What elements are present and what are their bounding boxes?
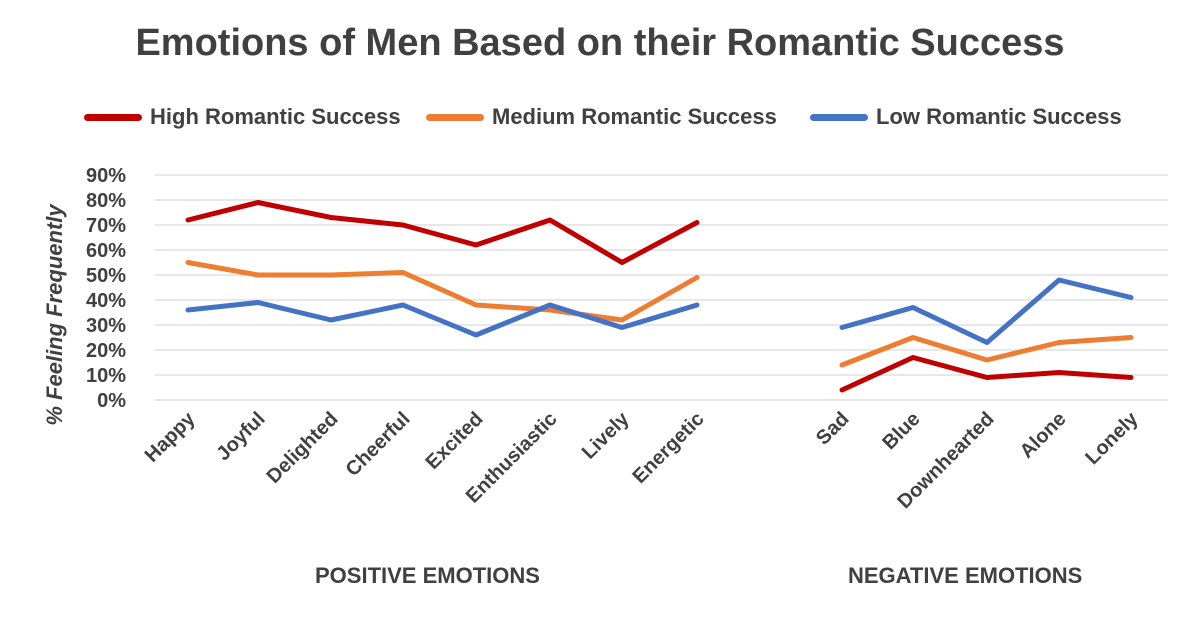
- series-line-2-group-0: [185, 300, 700, 338]
- legend-item-high: High Romantic Success: [84, 100, 401, 134]
- series-line-1-group-0: [185, 260, 700, 323]
- y-tick-label: 0%: [97, 390, 126, 412]
- y-tick-label: 80%: [86, 190, 126, 212]
- y-tick-label: 30%: [86, 315, 126, 337]
- series-line-0-group-0: [185, 200, 700, 265]
- x-category-label: Energetic: [629, 408, 709, 488]
- series-line-2-group-1: [839, 277, 1134, 345]
- y-axis-label: % Feeling Frequently: [42, 203, 67, 426]
- group-label-negative: NEGATIVE EMOTIONS: [848, 563, 1083, 588]
- x-category-label: Lonely: [1081, 407, 1143, 469]
- x-category-label: Excited: [422, 408, 488, 474]
- legend-item-medium: Medium Romantic Success: [426, 100, 777, 134]
- legend-label-high: High Romantic Success: [150, 104, 401, 129]
- legend-label-medium: Medium Romantic Success: [492, 104, 777, 129]
- y-tick-label: 70%: [86, 215, 126, 237]
- series-lines: [185, 200, 1134, 393]
- x-category-label: Sad: [812, 408, 853, 449]
- x-category-label: Lively: [578, 407, 634, 463]
- y-tick-label: 50%: [86, 265, 126, 287]
- gridlines: [155, 174, 1168, 401]
- series-line-1-group-1: [839, 335, 1134, 368]
- y-tick-label: 60%: [86, 240, 126, 262]
- y-axis-ticks: 0% 10% 20% 30% 40% 50% 60% 70% 80% 90%: [86, 165, 126, 412]
- x-category-label: Delighted: [263, 408, 343, 488]
- legend-swatch-low: [810, 113, 868, 121]
- legend-swatch-medium: [426, 113, 484, 121]
- y-tick-label: 20%: [86, 340, 126, 362]
- x-category-label: Joyful: [212, 408, 269, 465]
- y-tick-label: 40%: [86, 290, 126, 312]
- legend-item-low: Low Romantic Success: [810, 100, 1122, 134]
- series-line-0-group-1: [839, 355, 1134, 393]
- x-category-label: Happy: [141, 407, 200, 466]
- x-category-label: Cheerful: [342, 408, 415, 481]
- chart-title: Emotions of Men Based on their Romantic …: [135, 22, 1065, 64]
- y-tick-label: 10%: [86, 365, 126, 387]
- x-category-label: Alone: [1016, 408, 1071, 463]
- chart-legend: High Romantic Success Medium Romantic Su…: [0, 100, 1200, 134]
- x-category-label: Blue: [878, 408, 924, 454]
- legend-swatch-high: [84, 113, 142, 121]
- legend-label-low: Low Romantic Success: [876, 104, 1122, 129]
- y-tick-label: 90%: [86, 165, 126, 187]
- group-label-positive: POSITIVE EMOTIONS: [315, 563, 540, 588]
